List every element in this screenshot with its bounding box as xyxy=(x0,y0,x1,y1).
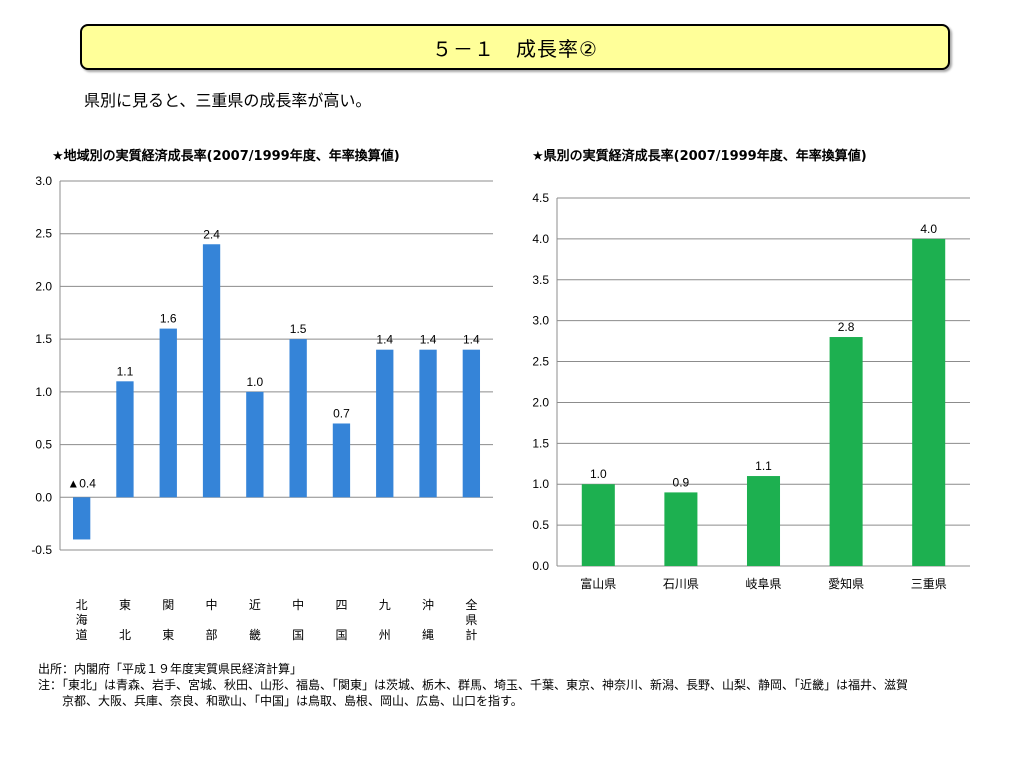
prefecture-category-label: 岐阜県 xyxy=(745,577,781,591)
region-y-tick-label: 3.0 xyxy=(35,174,52,188)
prefecture-data-label: 2.8 xyxy=(838,320,855,334)
prefecture-data-label: 1.1 xyxy=(755,459,772,473)
region-data-label: 0.7 xyxy=(333,406,350,420)
prefecture-data-label: 0.9 xyxy=(673,475,690,489)
region-y-tick-label: 0.5 xyxy=(35,438,52,452)
footnote-line-2: 京都、大阪、兵庫、奈良、和歌山、「中国」は鳥取、島根、岡山、広島、山口を指す。 xyxy=(62,694,523,708)
region-bar xyxy=(159,328,177,498)
region-y-tick-label: -0.5 xyxy=(31,543,52,557)
region-bar xyxy=(72,497,91,540)
region-category-label: 沖縄 xyxy=(422,598,434,642)
region-data-label: 2.4 xyxy=(203,227,220,241)
region-category-label: 全県計 xyxy=(465,597,477,642)
region-data-label: 1.6 xyxy=(160,312,177,326)
prefecture-y-tick-label: 3.0 xyxy=(532,314,549,328)
region-bar xyxy=(202,244,221,498)
slide-title: ５－１ 成長率② xyxy=(432,36,598,61)
prefecture-y-tick-label: 0.5 xyxy=(532,518,549,532)
region-y-tick-label: 1.0 xyxy=(35,385,52,399)
region-category-label: 近畿 xyxy=(249,598,261,642)
region-data-label: 1.4 xyxy=(463,333,480,347)
prefecture-y-tick-label: 2.5 xyxy=(532,355,549,369)
prefecture-category-label: 三重県 xyxy=(911,577,947,591)
region-data-label: 1.0 xyxy=(247,375,264,389)
region-category-label: 北海道 xyxy=(76,598,88,642)
region-y-tick-label: 1.5 xyxy=(35,332,52,346)
prefecture-bar xyxy=(664,492,698,566)
source-note: 出所：内閣府「平成１９年度実質県民経済計算」 xyxy=(38,662,303,676)
region-data-label: 1.1 xyxy=(117,364,134,378)
prefecture-bar xyxy=(581,484,615,566)
region-bar xyxy=(376,349,394,498)
prefecture-y-tick-label: 4.0 xyxy=(532,232,549,246)
region-y-tick-label: 2.0 xyxy=(35,279,52,293)
region-data-label: 1.5 xyxy=(290,322,307,336)
region-data-label: ▲0.4 xyxy=(67,476,96,490)
prefecture-bar xyxy=(912,238,946,566)
region-data-label: 1.4 xyxy=(376,333,393,347)
prefecture-y-tick-label: 1.0 xyxy=(532,477,549,491)
prefecture-category-label: 富山県 xyxy=(580,576,616,591)
prefecture-y-tick-label: 2.0 xyxy=(532,395,549,409)
region-category-label: 東北 xyxy=(119,598,131,642)
region-category-label: 関東 xyxy=(162,598,174,642)
prefecture-y-tick-label: 3.5 xyxy=(532,273,549,287)
region-bar xyxy=(462,349,481,498)
prefecture-chart-title: ★県別の実質経済成長率(2007/1999年度、年率換算値) xyxy=(532,149,867,164)
region-data-label: 1.4 xyxy=(420,333,437,347)
region-bar xyxy=(116,381,134,498)
notes: 出所：内閣府「平成１９年度実質県民経済計算」 注：「東北」は青森、岩手、宮城、秋… xyxy=(38,661,968,709)
prefecture-y-tick-label: 0.0 xyxy=(532,559,549,573)
prefecture-category-label: 石川県 xyxy=(663,577,699,591)
region-bar xyxy=(246,391,264,498)
prefecture-category-label: 愛知県 xyxy=(828,577,864,591)
region-bar xyxy=(332,423,351,498)
region-chart-title: ★地域別の実質経済成長率(2007/1999年度、年率換算値) xyxy=(52,149,400,164)
prefecture-data-label: 1.0 xyxy=(590,467,607,481)
prefecture-data-label: 4.0 xyxy=(920,222,937,236)
prefecture-y-tick-label: 4.5 xyxy=(532,191,549,205)
slide-subtitle: 県別に見ると、三重県の成長率が高い。 xyxy=(84,91,372,110)
region-category-label: 九州 xyxy=(379,598,391,642)
region-y-tick-label: 0.0 xyxy=(35,490,52,504)
region-category-label: 四国 xyxy=(335,598,347,642)
region-y-tick-label: 2.5 xyxy=(35,227,52,241)
slide-title-box: ５－１ 成長率② xyxy=(80,24,950,70)
prefecture-bar xyxy=(746,476,781,566)
footnote-line-1: 注：「東北」は青森、岩手、宮城、秋田、山形、福島、「関東」は茨城、栃木、群馬、埼… xyxy=(38,678,909,692)
region-category-label: 中部 xyxy=(206,597,218,642)
region-bar xyxy=(289,339,307,498)
prefecture-bar xyxy=(829,337,863,566)
prefecture-y-tick-label: 1.5 xyxy=(532,436,549,450)
region-bar xyxy=(419,349,437,498)
region-category-label: 中国 xyxy=(292,597,304,642)
